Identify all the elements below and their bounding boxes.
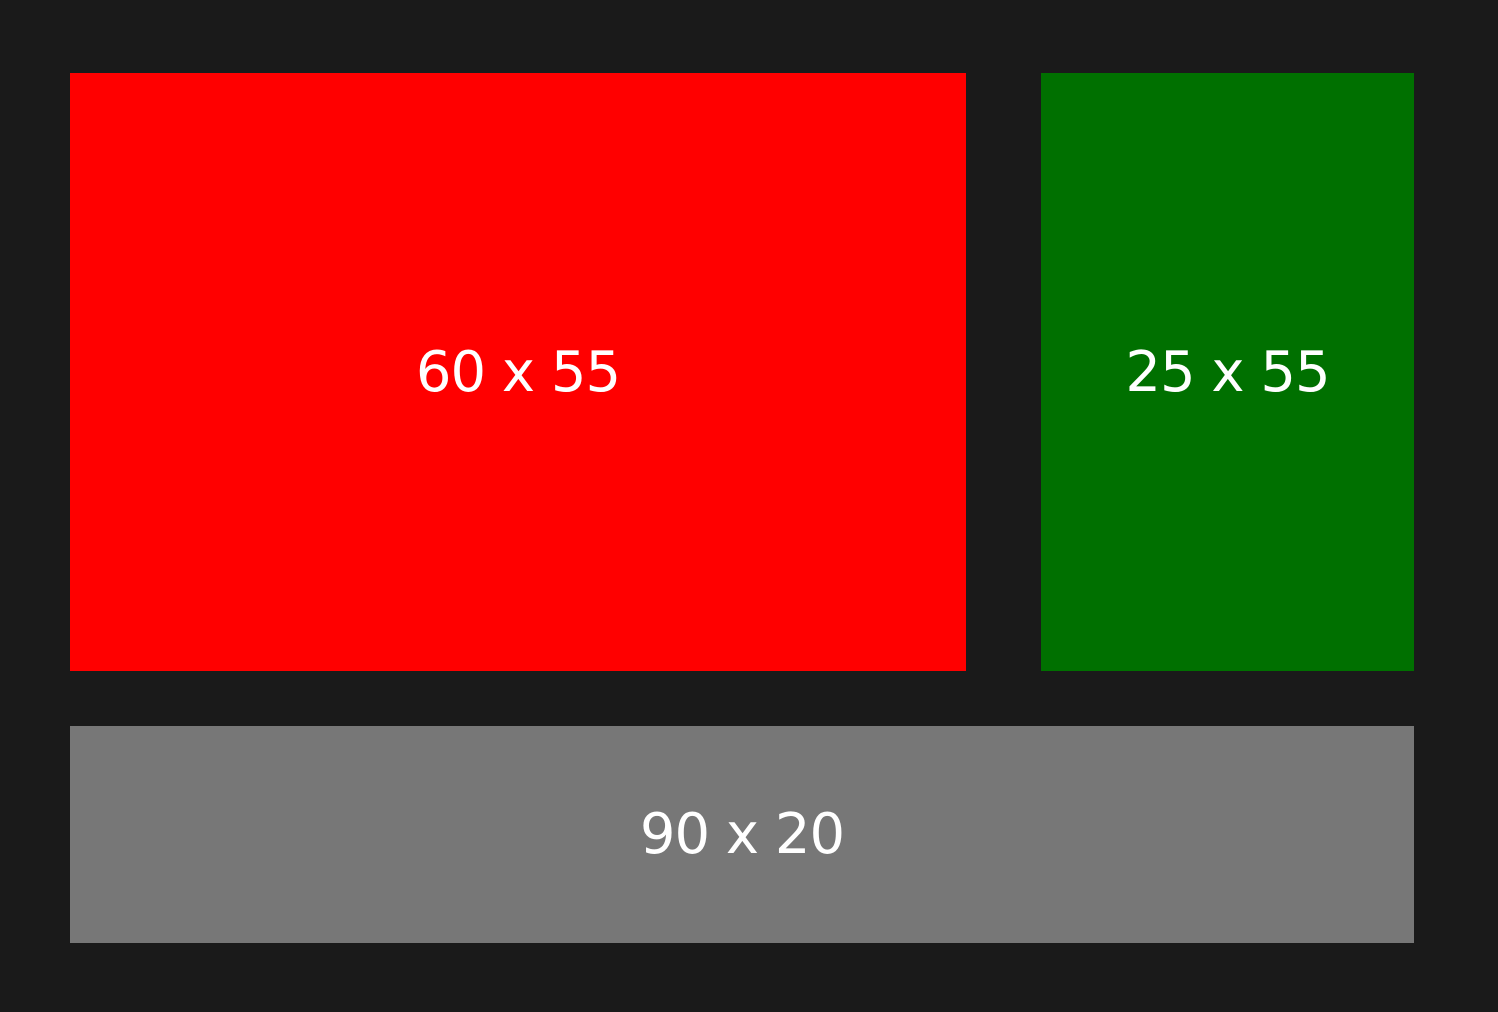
tile-gray-label: 90 x 20	[639, 802, 845, 867]
tile-red: 60 x 55	[70, 73, 966, 671]
tile-green: 25 x 55	[1041, 73, 1414, 671]
tile-gray: 90 x 20	[70, 726, 1414, 943]
tile-green-label: 25 x 55	[1125, 339, 1330, 405]
tile-red-label: 60 x 55	[415, 339, 621, 405]
